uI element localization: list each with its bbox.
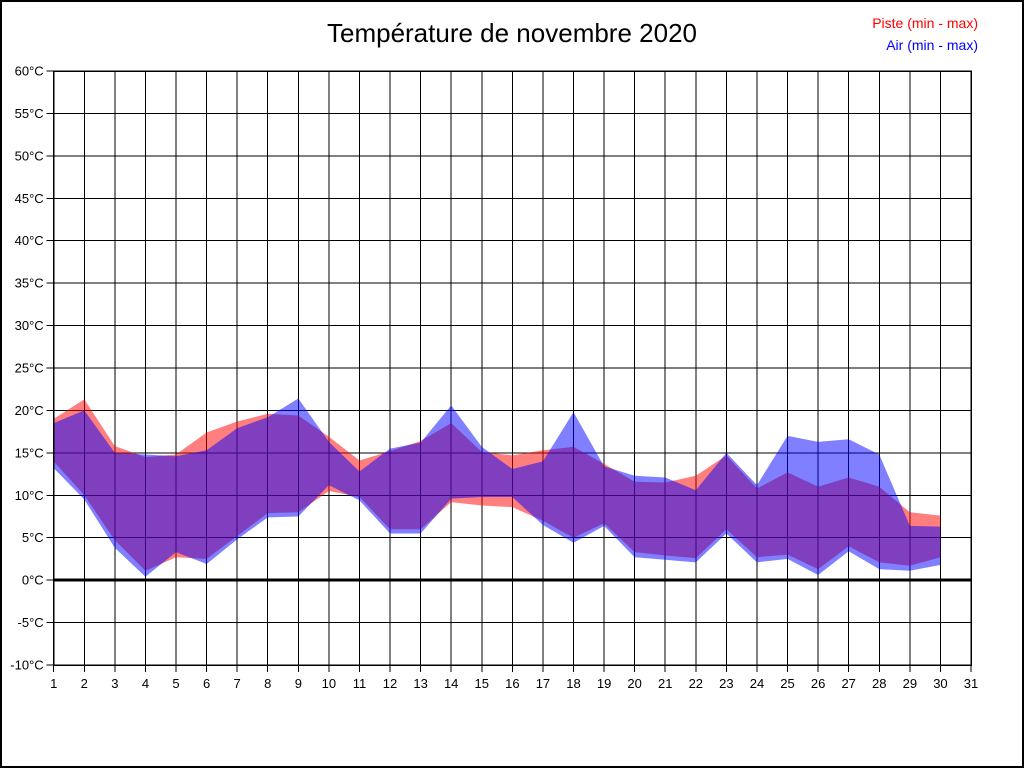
x-axis-label: 31 xyxy=(964,676,978,691)
y-axis-label: -10°C xyxy=(10,658,43,673)
x-axis-label: 7 xyxy=(234,676,241,691)
x-axis-label: 28 xyxy=(872,676,886,691)
x-axis-label: 9 xyxy=(295,676,302,691)
y-axis-label: 5°C xyxy=(22,530,44,545)
y-axis-label: 50°C xyxy=(15,148,44,163)
x-axis-label: 2 xyxy=(81,676,88,691)
x-axis-label: 26 xyxy=(811,676,825,691)
x-axis-label: 24 xyxy=(750,676,764,691)
y-axis-label: 20°C xyxy=(15,403,44,418)
x-axis-label: 12 xyxy=(383,676,397,691)
y-axis-label: 35°C xyxy=(15,276,44,291)
x-axis-label: 1 xyxy=(50,676,57,691)
x-axis-label: 29 xyxy=(903,676,917,691)
band-air xyxy=(53,398,941,577)
x-axis-label: 8 xyxy=(264,676,271,691)
x-axis-label: 11 xyxy=(353,676,367,691)
x-axis-label: 23 xyxy=(719,676,733,691)
x-axis-label: 19 xyxy=(597,676,611,691)
x-axis-label: 27 xyxy=(841,676,855,691)
x-axis-label: 10 xyxy=(322,676,336,691)
x-axis-label: 20 xyxy=(627,676,641,691)
x-axis-label: 30 xyxy=(933,676,947,691)
x-axis-label: 5 xyxy=(172,676,179,691)
plot-frame xyxy=(52,70,972,666)
x-axis-label: 6 xyxy=(203,676,210,691)
y-axis-label: 40°C xyxy=(15,233,44,248)
y-axis-label: 60°C xyxy=(15,64,44,79)
y-axis-label: 55°C xyxy=(15,106,44,121)
y-axis-label: 25°C xyxy=(15,361,44,376)
x-axis-label: 18 xyxy=(566,676,580,691)
legend: Piste (min - max) Air (min - max) xyxy=(872,12,978,56)
x-axis-label: 21 xyxy=(658,676,672,691)
x-axis-label: 13 xyxy=(413,676,427,691)
x-axis-label: 17 xyxy=(536,676,550,691)
y-axis-label: 45°C xyxy=(15,191,44,206)
y-axis-label: 30°C xyxy=(15,318,44,333)
x-axis-label: 4 xyxy=(142,676,149,691)
x-axis-label: 22 xyxy=(689,676,703,691)
y-axis-label: 0°C xyxy=(22,573,44,588)
y-axis-label: -5°C xyxy=(18,615,44,630)
y-axis-label: 10°C xyxy=(15,488,44,503)
x-axis-label: 3 xyxy=(111,676,118,691)
chart-title: Température de novembre 2020 xyxy=(326,18,697,48)
x-axis-label: 25 xyxy=(780,676,794,691)
y-axis-label: 15°C xyxy=(15,445,44,460)
x-axis-label: 16 xyxy=(505,676,519,691)
x-axis-label: 15 xyxy=(475,676,489,691)
legend-item-air: Air (min - max) xyxy=(886,37,978,53)
x-axis-label: 14 xyxy=(444,676,458,691)
legend-item-piste: Piste (min - max) xyxy=(872,15,978,31)
